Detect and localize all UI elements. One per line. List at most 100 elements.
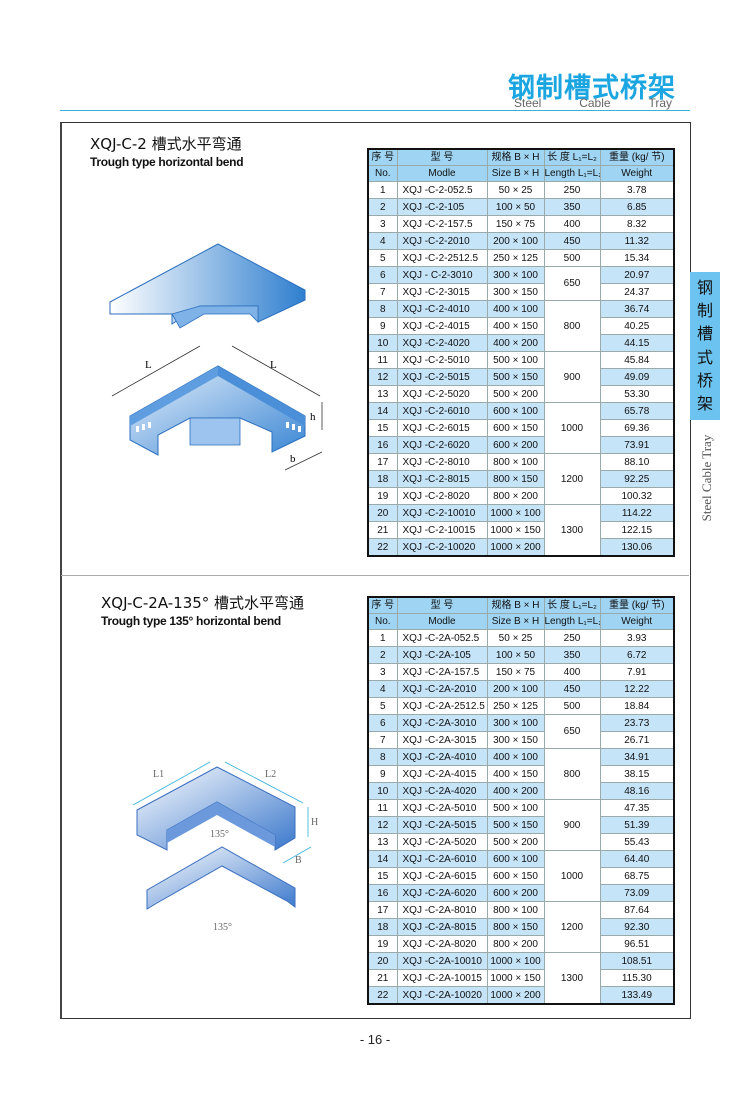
cell-model: XQJ -C-2A-2512.5 bbox=[396, 697, 488, 715]
table-row: 6 XQJ -C-2A-3010 300 × 100 650 23.73 bbox=[367, 714, 675, 749]
cell-size: 800 × 100 bbox=[486, 901, 545, 919]
table-row: 18 XQJ -C-2A-8015 800 × 150 92.30 bbox=[367, 918, 675, 936]
cell-length: 650 bbox=[543, 266, 601, 301]
table-row: 6 XQJ - C-2-3010 300 × 100 650 20.97 bbox=[367, 266, 675, 301]
cell-model: XQJ -C-2-6020 bbox=[396, 436, 488, 454]
cell-weight: 6.85 bbox=[599, 198, 675, 216]
cell-model: XQJ -C-2-4020 bbox=[396, 334, 488, 352]
content-frame bbox=[60, 122, 691, 1019]
cell-model: XQJ -C-2-052.5 bbox=[396, 181, 488, 199]
side-tab-char: 钢 bbox=[696, 277, 713, 297]
table-row: 18 XQJ -C-2-8015 800 × 150 92.25 bbox=[367, 470, 675, 488]
table-row: 7 XQJ -C-2A-3015 300 × 150 26.71 bbox=[367, 731, 675, 749]
cell-weight: 108.51 bbox=[599, 952, 675, 970]
table-header-row: No. Modle Size B × H Length L₁=L₂ Weight bbox=[367, 165, 675, 182]
cell-no: 2 bbox=[367, 198, 398, 216]
cell-no: 19 bbox=[367, 935, 398, 953]
cell-no: 8 bbox=[367, 748, 398, 766]
column-header-no: 序 号 bbox=[367, 148, 398, 166]
cell-weight: 23.73 bbox=[599, 714, 675, 732]
column-header-length: 长 度 L₁=L₂ bbox=[543, 148, 601, 166]
cell-no: 15 bbox=[367, 419, 398, 437]
cell-model: XQJ -C-2A-052.5 bbox=[396, 629, 488, 647]
cell-weight: 45.84 bbox=[599, 351, 675, 369]
cell-length: 400 bbox=[543, 663, 601, 681]
table-row: 3 XQJ -C-2A-157.5 150 × 75 400 7.91 bbox=[367, 663, 675, 681]
cell-model: XQJ -C-2-10010 bbox=[396, 504, 488, 522]
cell-model: XQJ -C-2A-10015 bbox=[396, 969, 488, 987]
cell-length: 900 bbox=[543, 351, 601, 403]
cell-weight: 92.30 bbox=[599, 918, 675, 936]
cell-length: 400 bbox=[543, 215, 601, 233]
table-row: 10 XQJ -C-2A-4020 400 × 200 48.16 bbox=[367, 782, 675, 800]
cell-size: 250 × 125 bbox=[486, 249, 545, 267]
table-row: 4 XQJ -C-2A-2010 200 × 100 450 12.22 bbox=[367, 680, 675, 698]
cell-weight: 51.39 bbox=[599, 816, 675, 834]
cell-size: 1000 × 150 bbox=[486, 969, 545, 987]
column-header-size: Size B × H bbox=[486, 165, 545, 182]
cell-model: XQJ -C-2A-4020 bbox=[396, 782, 488, 800]
dimension-label-b: b bbox=[290, 453, 296, 465]
cell-model: XQJ -C-2-6010 bbox=[396, 402, 488, 420]
column-header-weight: Weight bbox=[599, 613, 675, 630]
cell-length: 1200 bbox=[543, 901, 601, 953]
side-tab-char: 槽 bbox=[696, 324, 713, 344]
cell-size: 500 × 150 bbox=[486, 816, 545, 834]
cell-length: 1000 bbox=[543, 850, 601, 902]
cell-no: 2 bbox=[367, 646, 398, 664]
cell-no: 6 bbox=[367, 266, 398, 284]
cell-size: 1000 × 200 bbox=[486, 986, 545, 1005]
cell-model: XQJ -C-2-5015 bbox=[396, 368, 488, 386]
cell-model: XQJ -C-2-157.5 bbox=[396, 215, 488, 233]
cell-weight: 122.15 bbox=[599, 521, 675, 539]
cell-size: 800 × 200 bbox=[486, 935, 545, 953]
cell-size: 500 × 150 bbox=[486, 368, 545, 386]
side-tab-char: 桥 bbox=[696, 370, 713, 390]
column-header-length: Length L₁=L₂ bbox=[543, 613, 601, 630]
cell-size: 800 × 150 bbox=[486, 470, 545, 488]
cell-size: 600 × 150 bbox=[486, 867, 545, 885]
cell-no: 13 bbox=[367, 833, 398, 851]
cell-model: XQJ -C-2A-5010 bbox=[396, 799, 488, 817]
cell-length: 1200 bbox=[543, 453, 601, 505]
cell-no: 10 bbox=[367, 334, 398, 352]
cell-size: 150 × 75 bbox=[486, 663, 545, 681]
cell-model: XQJ -C-2A-5020 bbox=[396, 833, 488, 851]
dimension-label-l2: L bbox=[270, 359, 277, 371]
cell-model: XQJ -C-2A-3010 bbox=[396, 714, 488, 732]
table-row: 22 XQJ -C-2-10020 1000 × 200 130.06 bbox=[367, 538, 675, 557]
table-row: 17 XQJ -C-2-8010 800 × 100 1200 88.10 bbox=[367, 453, 675, 505]
cell-length: 800 bbox=[543, 748, 601, 800]
cell-no: 15 bbox=[367, 867, 398, 885]
cell-size: 1000 × 100 bbox=[486, 504, 545, 522]
cell-length: 250 bbox=[543, 181, 601, 199]
cell-no: 1 bbox=[367, 181, 398, 199]
brand-title: 钢制槽式桥架 bbox=[508, 73, 676, 104]
brand-word: Steel bbox=[514, 96, 542, 110]
cell-no: 1 bbox=[367, 629, 398, 647]
cell-no: 7 bbox=[367, 283, 398, 301]
cell-size: 300 × 150 bbox=[486, 731, 545, 749]
table-row: 5 XQJ -C-2A-2512.5 250 × 125 500 18.84 bbox=[367, 697, 675, 715]
cell-length: 1000 bbox=[543, 402, 601, 454]
cell-model: XQJ -C-2-5010 bbox=[396, 351, 488, 369]
dimension-label-l2: L2 bbox=[265, 769, 276, 780]
cell-size: 600 × 200 bbox=[486, 436, 545, 454]
table-row: 12 XQJ -C-2A-5015 500 × 150 51.39 bbox=[367, 816, 675, 834]
table-row: 11 XQJ -C-2A-5010 500 × 100 900 47.35 bbox=[367, 799, 675, 851]
cell-size: 400 × 200 bbox=[486, 334, 545, 352]
column-header-weight: 重量 (kg/ 节) bbox=[599, 596, 675, 614]
cell-size: 800 × 150 bbox=[486, 918, 545, 936]
page-number: - 16 - bbox=[359, 1032, 391, 1047]
dimension-lines bbox=[111, 345, 323, 471]
cell-no: 16 bbox=[367, 884, 398, 902]
cell-weight: 65.78 bbox=[599, 402, 675, 420]
cell-model: XQJ -C-2A-10010 bbox=[396, 952, 488, 970]
cell-weight: 24.37 bbox=[599, 283, 675, 301]
cell-weight: 68.75 bbox=[599, 867, 675, 885]
cell-no: 14 bbox=[367, 402, 398, 420]
table-row: 1 XQJ -C-2A-052.5 50 × 25 250 3.93 bbox=[367, 629, 675, 647]
dimension-lines bbox=[132, 761, 312, 864]
cell-no: 7 bbox=[367, 731, 398, 749]
